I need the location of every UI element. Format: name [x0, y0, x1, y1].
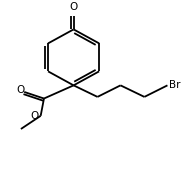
Text: O: O: [70, 2, 78, 12]
Text: O: O: [16, 85, 24, 95]
Text: Br: Br: [169, 80, 180, 90]
Text: O: O: [30, 111, 38, 121]
